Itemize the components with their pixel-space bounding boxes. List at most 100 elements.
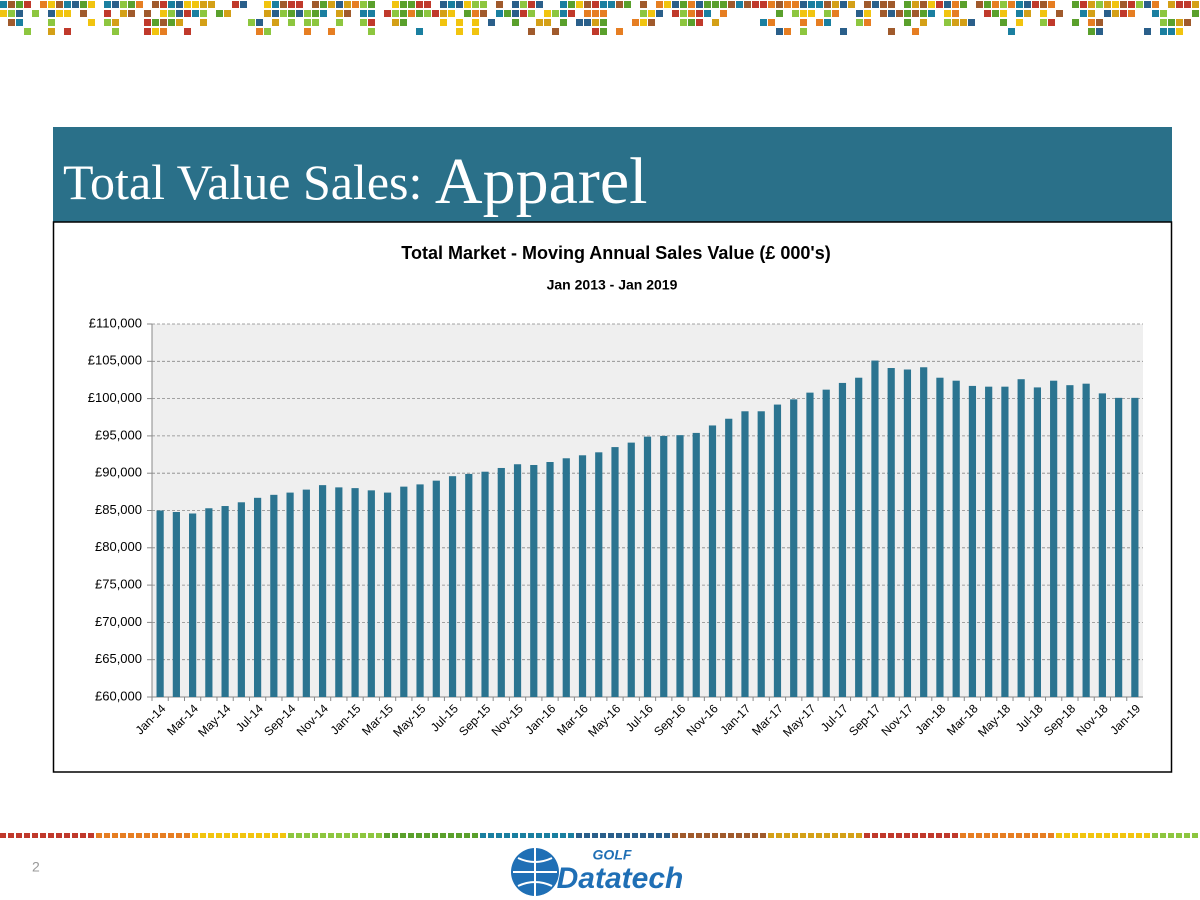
- footer-tile: [376, 833, 382, 838]
- logo-grid: [513, 848, 557, 896]
- mosaic-tile: [744, 1, 751, 8]
- mosaic-tile: [1128, 1, 1135, 8]
- footer-tile: [184, 833, 190, 838]
- footer-tile: [888, 833, 894, 838]
- mosaic-tile: [712, 1, 719, 8]
- footer-tile: [1128, 833, 1134, 838]
- bar: [270, 494, 278, 697]
- footer-tile: [688, 833, 694, 838]
- mosaic-tile: [464, 10, 471, 17]
- mosaic-tile: [640, 10, 647, 17]
- mosaic-tile: [312, 19, 319, 26]
- bar: [1131, 397, 1139, 697]
- mosaic-tile: [8, 19, 15, 26]
- mosaic-tile: [688, 19, 695, 26]
- footer-tile: [1048, 833, 1054, 838]
- mosaic-tile: [512, 10, 519, 17]
- footer-tile: [1088, 833, 1094, 838]
- mosaic-tile: [1016, 19, 1023, 26]
- mosaic-tile: [904, 1, 911, 8]
- mosaic-tile: [1192, 1, 1199, 8]
- mosaic-tile: [88, 19, 95, 26]
- bar: [448, 476, 457, 697]
- mosaic-tile: [472, 10, 479, 17]
- mosaic-tile: [920, 1, 927, 8]
- footer-tile: [424, 833, 430, 838]
- mosaic-tile: [216, 10, 223, 17]
- mosaic-tile: [1000, 10, 1007, 17]
- y-tick-label: £105,000: [88, 353, 142, 368]
- mosaic-tile: [1120, 10, 1127, 17]
- footer-tile: [344, 833, 350, 838]
- mosaic-tile: [48, 28, 55, 35]
- y-tick-label: £80,000: [95, 539, 142, 554]
- mosaic-tile: [112, 19, 119, 26]
- mosaic-tile: [144, 10, 151, 17]
- mosaic-tile: [600, 1, 607, 8]
- mosaic-tile: [448, 1, 455, 8]
- mosaic-tile: [680, 10, 687, 17]
- footer-tile: [800, 833, 806, 838]
- page-number: 2: [32, 859, 40, 875]
- footer-tile: [352, 833, 358, 838]
- footer-tile: [640, 833, 646, 838]
- footer-tile: [784, 833, 790, 838]
- footer-tile: [560, 833, 566, 838]
- mosaic-tile: [616, 28, 623, 35]
- mosaic-tile: [1112, 10, 1119, 17]
- mosaic-tile: [408, 1, 415, 8]
- mosaic-tile: [1032, 1, 1039, 8]
- mosaic-tile: [104, 10, 111, 17]
- mosaic-tile: [920, 19, 927, 26]
- y-tick-label: £65,000: [95, 651, 142, 666]
- mosaic-tile: [0, 10, 7, 17]
- mosaic-tile: [1096, 19, 1103, 26]
- mosaic-tile: [360, 1, 367, 8]
- footer-tile: [1000, 833, 1006, 838]
- mosaic-tile: [72, 1, 79, 8]
- y-tick-label: £90,000: [95, 465, 142, 480]
- footer-tile: [816, 833, 822, 838]
- footer-tile: [88, 833, 94, 838]
- mosaic-tile: [648, 19, 655, 26]
- bar: [920, 367, 928, 697]
- footer-tile: [176, 833, 182, 838]
- footer-tile: [72, 833, 78, 838]
- mosaic-tile: [288, 10, 295, 17]
- footer-tile: [936, 833, 942, 838]
- footer-tile: [16, 833, 22, 838]
- mosaic-tile: [184, 10, 191, 17]
- bar: [611, 447, 619, 697]
- mosaic-tile: [776, 28, 783, 35]
- mosaic-tile: [1008, 1, 1015, 8]
- bar: [1082, 383, 1090, 697]
- bar: [481, 471, 489, 697]
- footer-tile: [400, 833, 406, 838]
- footer-tile: [624, 833, 630, 838]
- mosaic-tile: [1152, 10, 1159, 17]
- mosaic-tile: [416, 1, 423, 8]
- mosaic-tile: [1184, 1, 1191, 8]
- mosaic-tile: [32, 10, 39, 17]
- footer-tile: [448, 833, 454, 838]
- footer-tile: [576, 833, 582, 838]
- footer-tile: [528, 833, 534, 838]
- mosaic-tile: [312, 10, 319, 17]
- bar: [1017, 379, 1025, 697]
- bar: [578, 455, 587, 697]
- bar: [773, 404, 782, 697]
- footer-tile: [8, 833, 14, 838]
- mosaic-tile: [760, 19, 767, 26]
- mosaic-tile: [824, 1, 831, 8]
- mosaic-tile: [1072, 1, 1079, 8]
- mosaic-tile: [600, 19, 607, 26]
- mosaic-tile: [168, 10, 175, 17]
- mosaic-tile: [424, 1, 431, 8]
- y-tick-label: £110,000: [89, 315, 142, 330]
- y-tick-label: £60,000: [95, 688, 142, 703]
- mosaic-tile: [8, 1, 15, 8]
- mosaic-tile: [1000, 1, 1007, 8]
- mosaic-tile: [1048, 19, 1055, 26]
- mosaic-tile: [1024, 10, 1031, 17]
- mosaic-tile: [1016, 1, 1023, 8]
